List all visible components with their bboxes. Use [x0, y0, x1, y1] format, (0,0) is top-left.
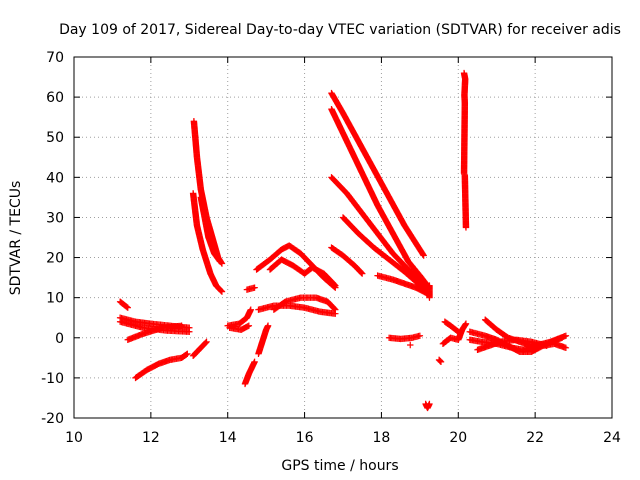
y-tick-label: 50 [46, 130, 64, 146]
data-point [426, 294, 433, 301]
data-point [332, 306, 339, 313]
x-tick-label: 20 [449, 430, 467, 446]
y-tick-label: 10 [46, 291, 64, 307]
data-point [330, 280, 338, 288]
data-point [124, 304, 131, 311]
y-tick-label: 40 [46, 170, 64, 186]
data-point [123, 303, 131, 311]
data-point [454, 327, 461, 335]
data-point [217, 286, 224, 294]
data-point [455, 328, 462, 335]
data-point [562, 344, 570, 352]
data-point [416, 332, 424, 339]
data-point [420, 252, 427, 259]
y-tick-label: -10 [41, 371, 64, 387]
data-point [245, 322, 253, 329]
y-tick-label: 70 [46, 50, 64, 66]
data-point [251, 358, 258, 366]
data-point [436, 357, 443, 364]
data-point [330, 305, 338, 312]
data-point [462, 224, 470, 231]
data-point [218, 287, 225, 295]
data-point [247, 306, 254, 313]
data-point [437, 357, 444, 365]
data-points [116, 69, 570, 412]
data-point [331, 281, 338, 289]
y-tick-label: 30 [46, 210, 64, 226]
data-point [203, 338, 210, 345]
data-point [201, 340, 209, 347]
x-tick-label: 18 [373, 430, 391, 446]
data-point [264, 322, 272, 329]
data-point [543, 342, 550, 349]
data-point [218, 288, 226, 295]
y-tick-label: -20 [41, 411, 64, 427]
data-point [183, 351, 190, 358]
axis-ticks: 10 12 14 16 18 20 22 24 -20 -10 0 10 20 30 40 50 60 70 [41, 50, 621, 446]
x-tick-label: 10 [65, 430, 83, 446]
y-tick-label: 20 [46, 251, 64, 267]
y-tick-label: 0 [55, 331, 64, 347]
data-point [216, 258, 224, 265]
x-tick-label: 12 [142, 430, 160, 446]
x-axis-label: GPS time / hours [281, 458, 398, 474]
data-point [558, 334, 566, 341]
y-axis-label: SDTVAR / TECUs [8, 181, 24, 296]
data-point [251, 284, 258, 291]
data-point [331, 305, 338, 313]
data-point [184, 350, 191, 358]
x-tick-label: 14 [219, 430, 237, 446]
data-point [332, 282, 339, 289]
data-point [178, 322, 185, 329]
x-tick-label: 22 [526, 430, 544, 446]
x-tick-label: 24 [603, 430, 621, 446]
data-point [358, 269, 365, 277]
y-tick-label: 60 [46, 90, 64, 106]
data-point [407, 341, 414, 349]
data-point [462, 320, 470, 327]
data-point [562, 332, 570, 339]
data-point [202, 339, 210, 346]
data-point [426, 400, 433, 408]
data-point [357, 268, 365, 276]
data-point [186, 328, 193, 335]
data-point [437, 358, 445, 366]
plot-frame [73, 56, 613, 419]
x-tick-label: 16 [296, 430, 314, 446]
data-point [359, 270, 366, 277]
chart-title: Day 109 of 2017, Sidereal Day-to-day VTE… [59, 22, 621, 38]
